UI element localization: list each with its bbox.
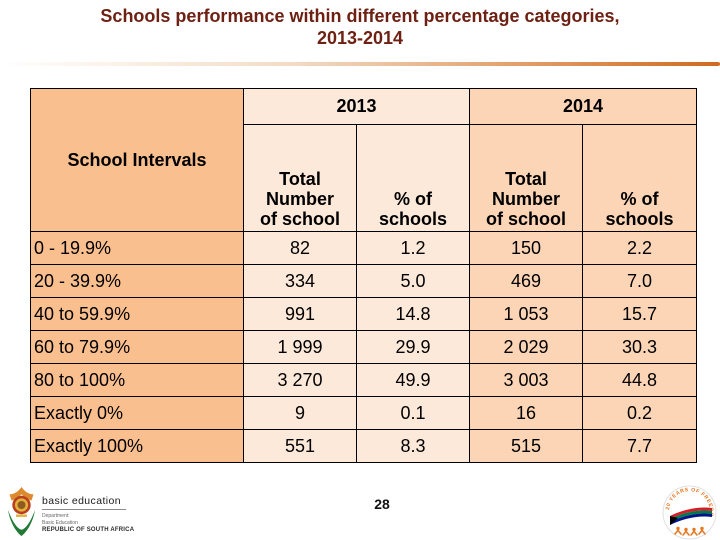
department-line-2: Basic Education <box>42 519 78 526</box>
value-cell: 16 <box>469 396 584 430</box>
value-cell: 44.8 <box>582 363 698 397</box>
value-cell: 49.9 <box>355 363 471 397</box>
page-title-line-2: 2013-2014 <box>316 27 404 48</box>
interval-label: 80 to 100% <box>30 363 244 397</box>
value-cell: 82 <box>243 231 357 265</box>
table-row: 0 - 19.9% 82 1.2 150 2.2 <box>30 231 698 265</box>
table-row: Exactly 100% 551 8.3 515 7.7 <box>30 429 698 463</box>
interval-label: 40 to 59.9% <box>30 297 244 331</box>
year-header-2014: 2014 <box>469 88 698 125</box>
year-header-2013: 2013 <box>242 88 471 125</box>
basic-education-wordmark: basic education <box>42 495 121 507</box>
column-header-total-2014: Total Number of school <box>469 124 584 232</box>
value-cell: 5.0 <box>355 264 471 298</box>
value-cell: 551 <box>243 429 357 463</box>
value-cell: 15.7 <box>582 297 698 331</box>
sa-coat-of-arms-icon <box>5 487 38 540</box>
value-cell: 1 999 <box>243 330 357 364</box>
column-header-pct-2013: % of schools <box>355 124 471 232</box>
value-cell: 30.3 <box>582 330 698 364</box>
value-cell: 7.7 <box>582 429 698 463</box>
value-cell: 469 <box>469 264 584 298</box>
table-row: 60 to 79.9% 1 999 29.9 2 029 30.3 <box>30 330 698 364</box>
page-title-line-1: Schools performance within different per… <box>100 6 620 26</box>
sub-header-row: Total Number of school % of schools Tota… <box>31 124 698 232</box>
value-cell: 8.3 <box>355 429 471 463</box>
column-header-total-2013: Total Number of school <box>243 124 357 232</box>
value-cell: 991 <box>243 297 357 331</box>
20-years-freedom-icon: 20 YEARS OF FREEDOM <box>659 481 718 540</box>
interval-label: 60 to 79.9% <box>30 330 244 364</box>
value-cell: 150 <box>469 231 584 265</box>
column-header-pct-2014: % of schools <box>582 124 698 232</box>
page-number: 28 <box>374 496 390 512</box>
table-row: 80 to 100% 3 270 49.9 3 003 44.8 <box>30 363 698 397</box>
value-cell: 2.2 <box>582 231 698 265</box>
page-title: Schools performance within different per… <box>0 6 720 49</box>
interval-label: 0 - 19.9% <box>30 231 244 265</box>
column-header-school-intervals: School Intervals <box>30 88 244 232</box>
value-cell: 29.9 <box>355 330 471 364</box>
wordmark-underline <box>42 509 126 510</box>
value-cell: 0.2 <box>582 396 698 430</box>
value-cell: 1.2 <box>355 231 471 265</box>
value-cell: 7.0 <box>582 264 698 298</box>
value-cell: 2 029 <box>469 330 584 364</box>
value-cell: 334 <box>243 264 357 298</box>
value-cell: 9 <box>243 396 357 430</box>
value-cell: 0.1 <box>355 396 471 430</box>
year-header-row: School Intervals 2013 2014 <box>30 88 698 232</box>
title-divider-line <box>0 62 720 66</box>
value-cell: 1 053 <box>469 297 584 331</box>
value-cell: 14.8 <box>355 297 471 331</box>
department-logo-text: basic education Department: Basic Educat… <box>42 495 162 533</box>
value-cell: 515 <box>469 429 584 463</box>
schools-performance-table: School Intervals 2013 2014 Total Number … <box>30 88 698 463</box>
interval-label: Exactly 100% <box>30 429 244 463</box>
department-line-1: Department: <box>42 513 70 519</box>
interval-label: 20 - 39.9% <box>30 264 244 298</box>
value-cell: 3 003 <box>469 363 584 397</box>
interval-label: Exactly 0% <box>30 396 244 430</box>
table-row: 40 to 59.9% 991 14.8 1 053 15.7 <box>30 297 698 331</box>
value-cell: 3 270 <box>243 363 357 397</box>
republic-line: REPUBLIC OF SOUTH AFRICA <box>42 527 135 533</box>
table-row: Exactly 0% 9 0.1 16 0.2 <box>30 396 698 430</box>
table-row: 20 - 39.9% 334 5.0 469 7.0 <box>30 264 698 298</box>
